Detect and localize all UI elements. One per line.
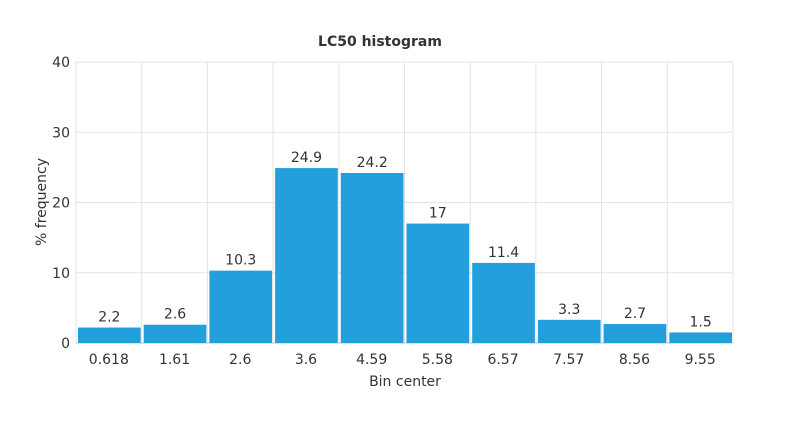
x-tick-label: 4.59	[356, 352, 387, 368]
x-tick-label: 7.57	[553, 352, 584, 368]
bar-value-label: 10.3	[225, 253, 256, 269]
y-tick-label: 20	[52, 196, 70, 212]
y-tick-label: 10	[52, 266, 70, 282]
bar-value-label: 1.5	[690, 314, 712, 330]
x-tick-label: 2.6	[229, 352, 251, 368]
x-tick-label: 1.61	[159, 352, 190, 368]
y-tick-labels: 0 10 20 30 40	[52, 55, 70, 352]
histogram-bar	[669, 332, 732, 343]
histogram-bar	[144, 325, 207, 343]
y-tick-label: 40	[52, 55, 70, 71]
y-tick-label: 0	[61, 336, 70, 352]
bar-value-label: 2.7	[624, 306, 646, 322]
bar-value-label: 2.2	[98, 310, 120, 326]
bar-value-label: 11.4	[488, 245, 519, 261]
chart-title: LC50 histogram	[318, 34, 442, 50]
x-tick-label: 8.56	[619, 352, 650, 368]
x-tick-label: 0.618	[89, 352, 129, 368]
grid-layer	[76, 62, 733, 343]
bar-value-label: 3.3	[558, 302, 580, 318]
x-axis-label: Bin center	[369, 374, 441, 390]
histogram-bar	[472, 263, 535, 343]
x-tick-labels: 0.618 1.61 2.6 3.6 4.59 5.58 6.57 7.57 8.56 9.55	[89, 352, 716, 368]
histogram-bar	[209, 271, 272, 343]
bar-value-label: 24.2	[357, 155, 388, 171]
x-tick-label: 9.55	[685, 352, 716, 368]
bar-value-label: 2.6	[164, 307, 186, 323]
histogram-bar	[604, 324, 667, 343]
x-tick-label: 6.57	[487, 352, 518, 368]
histogram-bar	[538, 320, 601, 343]
histogram-bar	[275, 168, 338, 343]
x-tick-label: 5.58	[422, 352, 453, 368]
x-tick-label: 3.6	[295, 352, 317, 368]
histogram-bar	[78, 328, 141, 343]
y-tick-label: 30	[52, 125, 70, 141]
histogram-bar	[341, 173, 404, 343]
y-axis-label: % frequency	[34, 158, 50, 246]
bar-value-label: 24.9	[291, 150, 322, 166]
bar-value-label: 17	[429, 206, 447, 222]
histogram-bar	[407, 224, 470, 343]
